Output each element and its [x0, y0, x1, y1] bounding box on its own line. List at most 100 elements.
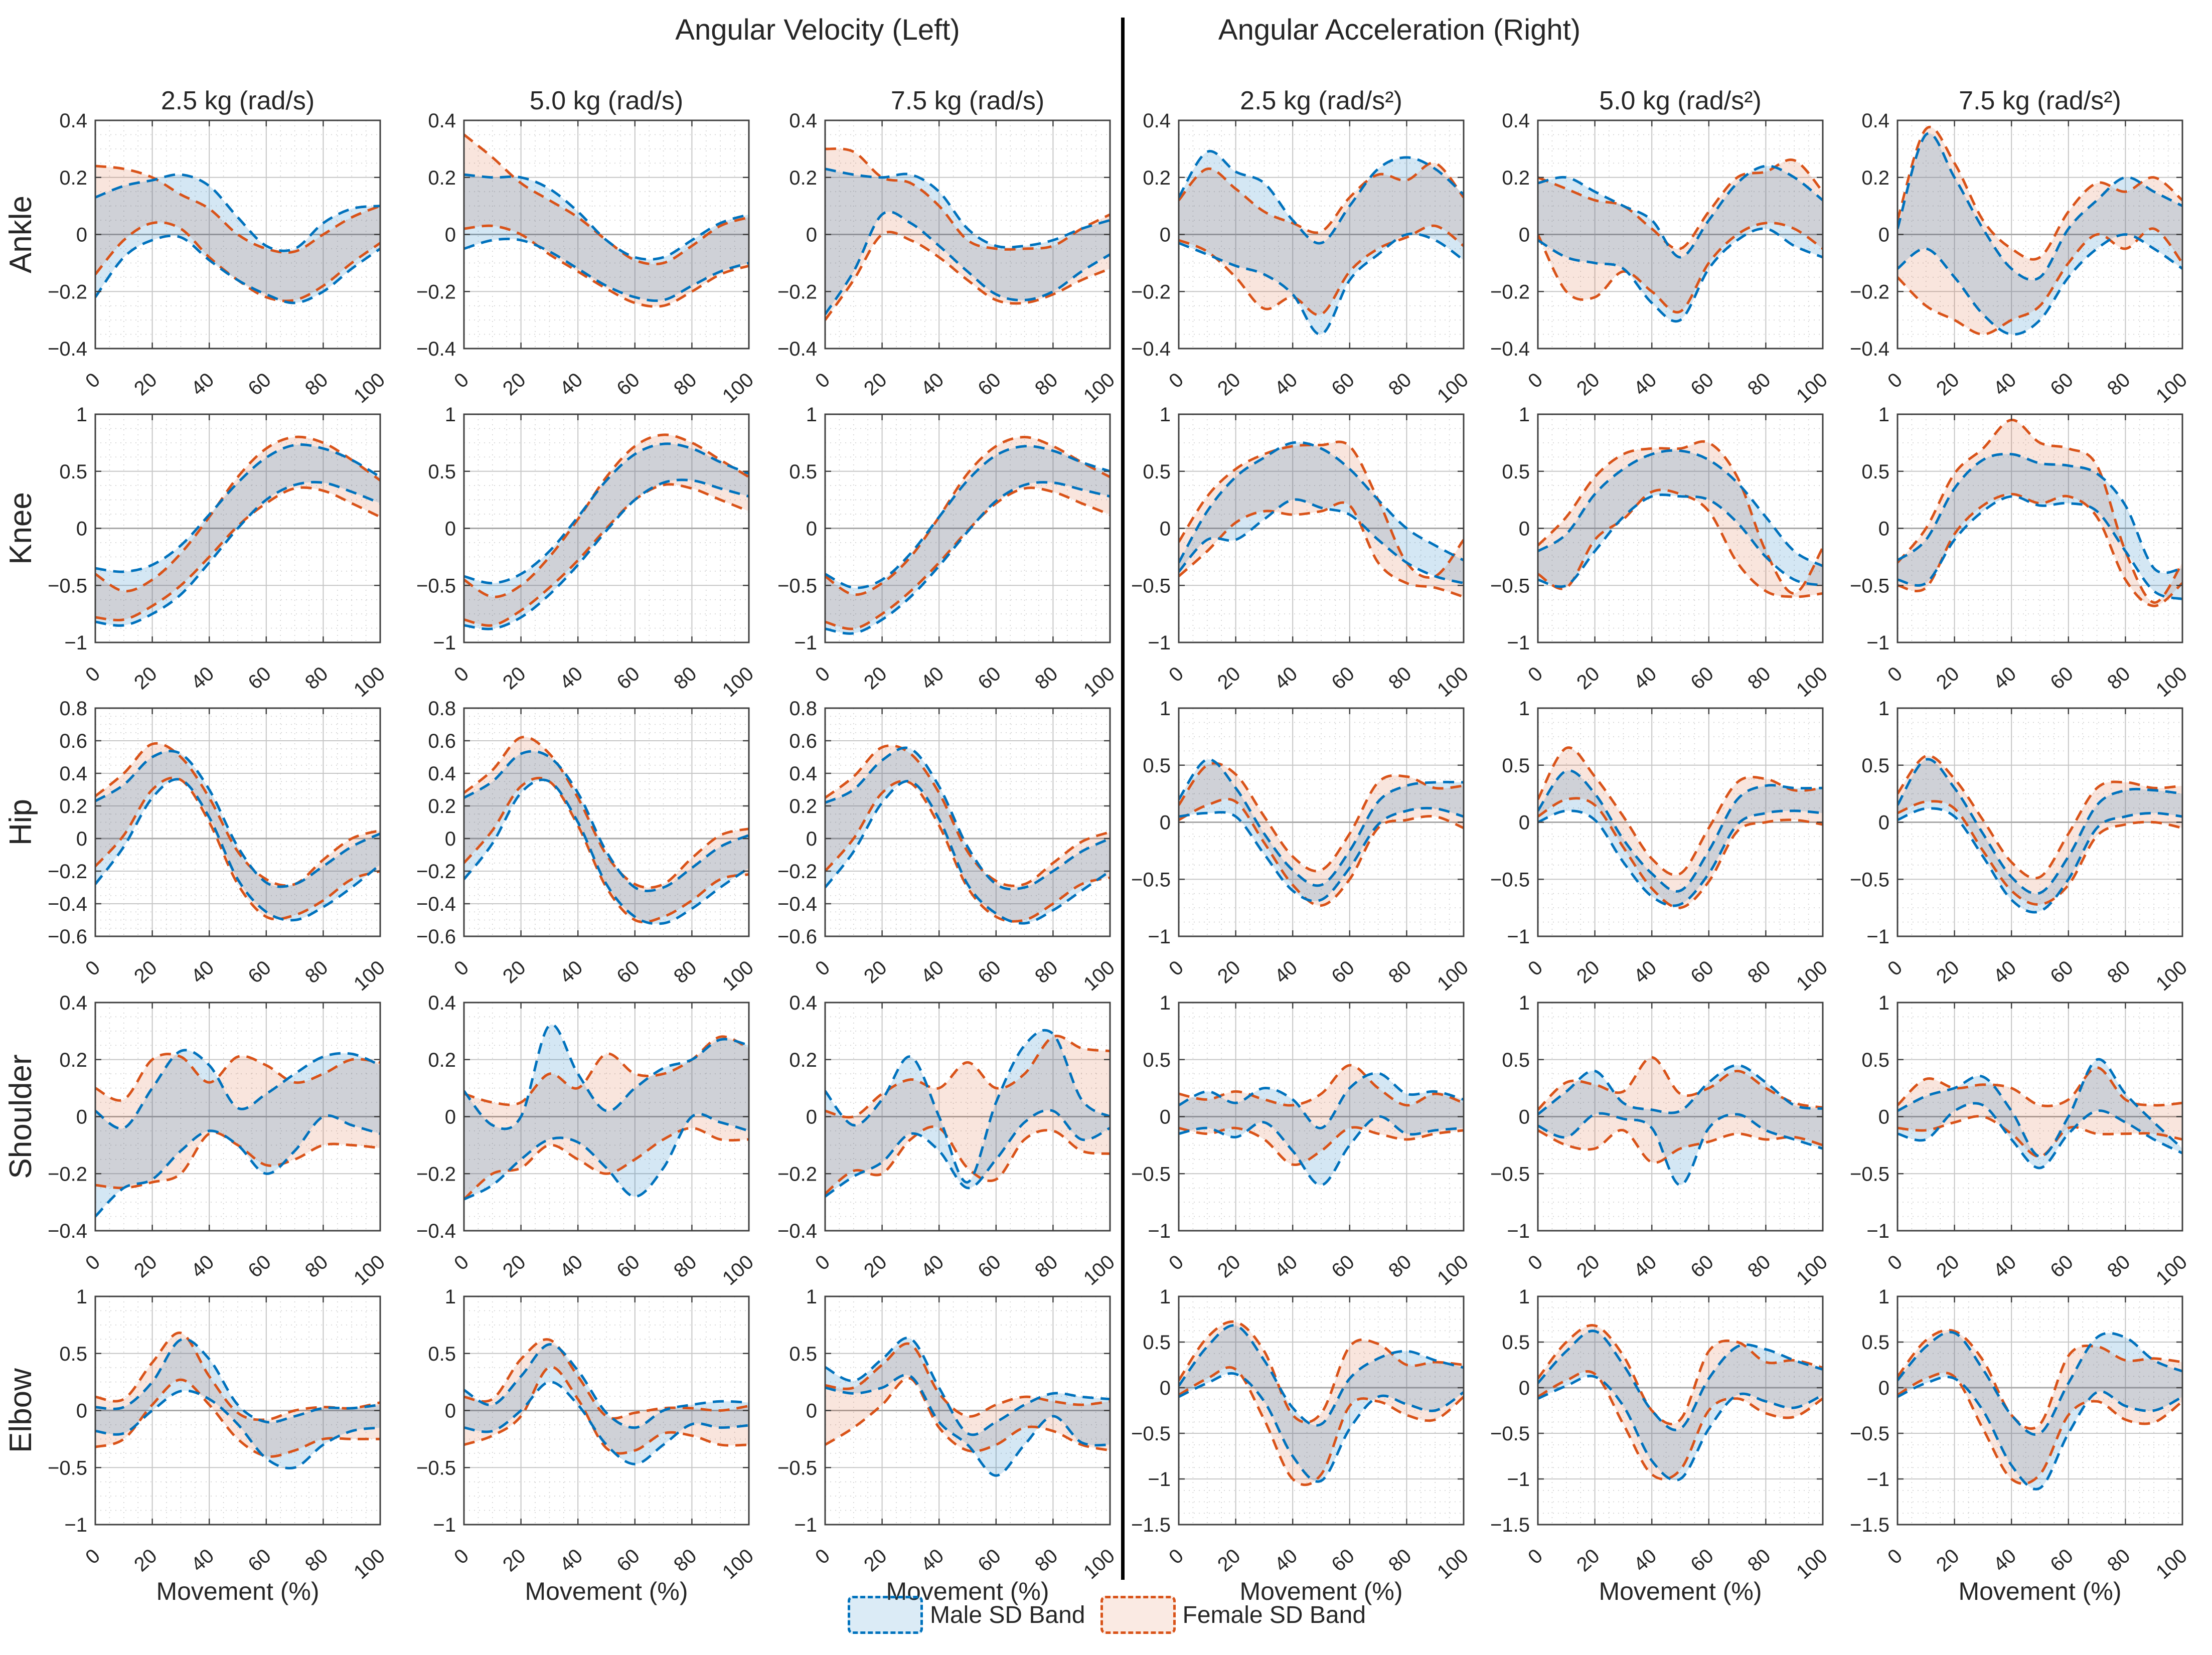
female-sd-band	[1179, 441, 1464, 597]
y-tick-label: −0.2	[1131, 281, 1171, 303]
x-tick-label: 100	[1792, 956, 1832, 995]
male-upper-line	[825, 444, 1110, 589]
female-sd-band	[464, 1036, 749, 1200]
x-tick-label: 60	[974, 1251, 1005, 1282]
x-tick-label: 0	[1524, 1251, 1547, 1275]
male-lower-line	[1179, 1372, 1464, 1483]
x-tick-label: 60	[974, 369, 1005, 400]
panel-ankle-col2: −0.4 −0.2 0 0.2 0.4 0 20 40 60 80 100	[416, 110, 758, 407]
x-tick-label: 20	[1213, 663, 1245, 694]
x-tick-label: 40	[1989, 956, 2021, 987]
male-lower-line	[825, 210, 1110, 315]
axes-box	[1178, 1295, 1465, 1526]
female-sd-band	[95, 166, 380, 301]
male-lower-line	[1179, 232, 1464, 336]
female-upper-line	[1179, 1320, 1464, 1424]
y-tick-label: 0	[445, 1400, 456, 1422]
male-upper-line	[1179, 149, 1464, 245]
y-tick-label: 0.5	[1143, 755, 1171, 777]
female-lower-line	[1538, 1129, 1823, 1164]
y-tick-label: 0	[445, 1106, 456, 1128]
female-lower-line	[825, 779, 1110, 923]
y-tick-label: −0.2	[416, 281, 456, 303]
male-upper-line	[1538, 769, 1823, 893]
panel-shoulder-col6: −1 −0.5 0 0.5 1 0 20 40 60 80 100	[1850, 992, 2191, 1289]
panel-knee-col5: −1 −0.5 0 0.5 1 0 20 40 60 80 100	[1490, 404, 1832, 701]
y-tick-label: −1	[1507, 1468, 1530, 1491]
legend-female-label: Female SD Band	[1182, 1601, 1366, 1628]
female-lower-line	[825, 231, 1110, 321]
y-tick-label: −0.5	[1490, 1423, 1530, 1445]
panel-shoulder-col5: −1 −0.5 0 0.5 1 0 20 40 60 80 100	[1490, 992, 1832, 1289]
male-band-swatch	[848, 1596, 923, 1634]
female-upper-line	[95, 742, 380, 887]
x-tick-label: 20	[130, 1251, 162, 1282]
female-lower-line	[1179, 1126, 1464, 1167]
row-label: Elbow	[4, 1368, 38, 1453]
y-tick-label: 1	[1878, 698, 1889, 720]
male-lower-line	[464, 478, 749, 630]
x-axis-label: Movement (%)	[1599, 1577, 1762, 1605]
female-lower-line	[825, 1125, 1110, 1195]
y-tick-label: −0.2	[1850, 281, 1889, 303]
y-tick-label: 0.4	[59, 992, 87, 1014]
y-tick-label: 0.5	[1861, 755, 1889, 777]
male-lower-line	[1898, 495, 2182, 600]
x-tick-label: 60	[974, 663, 1005, 694]
y-tick-label: 0.8	[789, 698, 817, 720]
female-upper-line	[1898, 754, 2182, 880]
y-tick-label: 0.5	[789, 1343, 817, 1365]
y-tick-label: 0.4	[789, 110, 817, 132]
y-tick-label: −0.2	[416, 1163, 456, 1185]
male-sd-band	[825, 169, 1110, 314]
x-tick-label: 0	[1524, 956, 1547, 980]
y-tick-label: 0.5	[1502, 461, 1530, 483]
y-tick-label: −0.4	[1850, 338, 1889, 360]
x-axis-label: Movement (%)	[525, 1577, 688, 1605]
x-tick-label: 0	[450, 956, 473, 980]
y-tick-label: −0.5	[48, 575, 87, 597]
female-sd-band	[1898, 755, 2182, 905]
x-tick-label: 0	[81, 1251, 104, 1275]
female-upper-line	[95, 1332, 380, 1421]
y-tick-label: 0.2	[428, 795, 456, 817]
x-tick-label: 60	[974, 956, 1005, 987]
panel-hip-col1: −0.6 −0.4 −0.2 0 0.2 0.4 0.6 0.8 0 20 40 60 80 100	[48, 698, 389, 995]
x-tick-label: 0	[450, 663, 473, 687]
panel-elbow-col2: −1 −0.5 0 0.5 1 0 20 40 60 80 100	[416, 1286, 758, 1583]
male-sd-band	[1898, 759, 2182, 912]
x-tick-label: 40	[1630, 956, 1661, 987]
y-tick-label: 0.2	[59, 167, 87, 189]
x-tick-label: 20	[1572, 956, 1604, 987]
y-tick-label: 1	[445, 404, 456, 426]
x-tick-label: 20	[860, 956, 891, 987]
panel-hip-col5: −1 −0.5 0 0.5 1 0 20 40 60 80 100	[1490, 698, 1832, 995]
y-tick-label: −0.5	[777, 575, 817, 597]
female-lower-line	[464, 224, 749, 308]
y-tick-label: 1	[806, 404, 817, 426]
x-tick-label: 20	[1932, 956, 1964, 987]
y-tick-label: 0	[445, 518, 456, 540]
y-tick-label: 0	[445, 828, 456, 850]
y-tick-label: 0.2	[789, 795, 817, 817]
y-tick-label: 0.5	[1861, 461, 1889, 483]
male-sd-band	[95, 751, 380, 920]
male-lower-line	[95, 1114, 380, 1218]
y-tick-label: −0.5	[1490, 575, 1530, 597]
male-sd-band	[1179, 442, 1464, 583]
x-tick-label: 0	[450, 1251, 473, 1275]
x-tick-label: 80	[670, 369, 701, 400]
x-tick-label: 20	[1572, 1251, 1604, 1282]
panel-shoulder-col2: −0.4 −0.2 0 0.2 0.4 0 20 40 60 80 100	[416, 992, 758, 1289]
panel-ankle-col6: −0.4 −0.2 0 0.2 0.4 0 20 40 60 80 100	[1850, 110, 2191, 407]
female-upper-line	[1898, 418, 2182, 604]
female-sd-band	[1898, 420, 2182, 606]
tick-marks	[824, 1002, 1111, 1232]
female-sd-band	[1898, 1330, 2182, 1484]
x-tick-label: 0	[811, 1251, 834, 1275]
y-tick-label: 0.4	[1143, 110, 1171, 132]
x-tick-label: 100	[718, 1545, 758, 1583]
y-tick-label: −1	[1866, 926, 1889, 948]
x-tick-label: 60	[244, 1545, 275, 1576]
panel-hip-col4: −1 −0.5 0 0.5 1 0 20 40 60 80 100	[1131, 698, 1473, 995]
